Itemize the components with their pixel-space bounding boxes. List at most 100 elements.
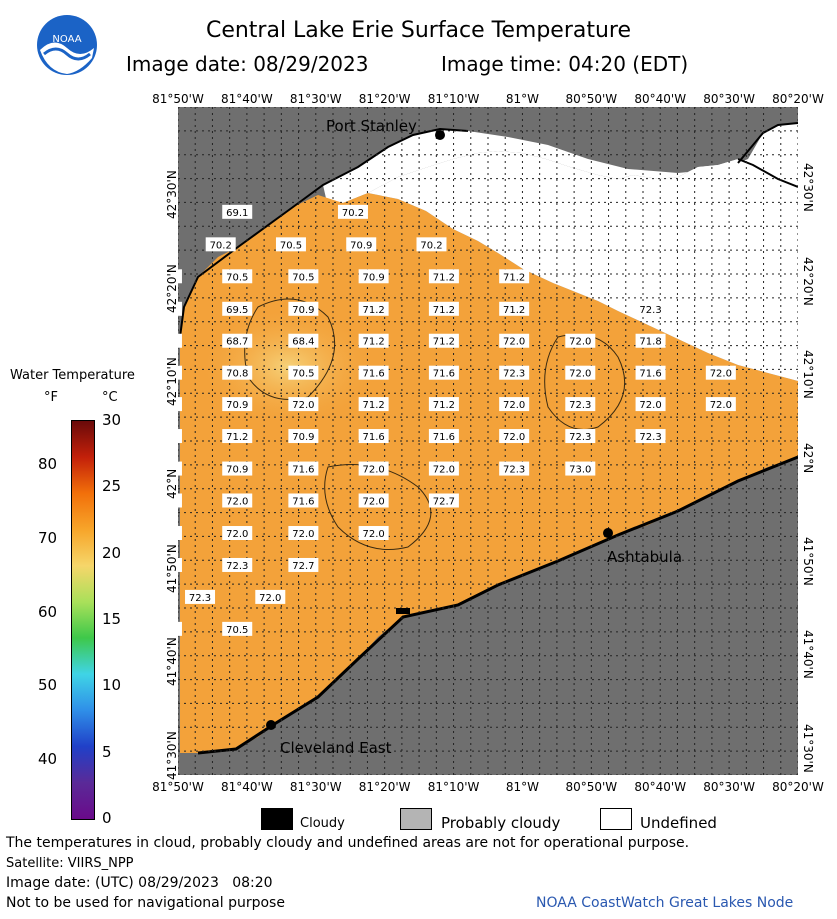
svg-text:72.0: 72.0 <box>226 497 248 508</box>
temperature-label: 72.0 <box>358 461 389 476</box>
longitude-tick: 80°40'W <box>634 92 687 106</box>
latitude-tick: 41°30'N <box>165 730 179 780</box>
temperature-label: 72.0 <box>222 526 253 541</box>
temperature-label: 72.3 <box>222 557 253 572</box>
svg-text:71.2: 71.2 <box>362 305 384 316</box>
temperature-label: 71.2 <box>178 461 182 476</box>
unit-c: °C <box>102 390 118 405</box>
utc-date-text: Image date: (UTC) 08/29/2023 08:20 <box>6 875 273 891</box>
svg-text:70.2: 70.2 <box>420 240 442 251</box>
svg-text:72.0: 72.0 <box>292 400 314 411</box>
svg-text:72.3: 72.3 <box>503 465 525 476</box>
cloudy-label: Cloudy <box>300 816 345 831</box>
temperature-label: 68.4 <box>288 333 319 348</box>
svg-text:72.0: 72.0 <box>362 465 384 476</box>
temperature-label: 71.2 <box>358 397 389 412</box>
svg-text:72.0: 72.0 <box>569 337 591 348</box>
temperature-label: 70.2 <box>416 237 447 252</box>
temperature-label: 71.6 <box>358 429 389 444</box>
temperature-label: 71.2 <box>222 429 253 444</box>
svg-text:70.9: 70.9 <box>362 272 384 283</box>
svg-text:70.9: 70.9 <box>350 240 372 251</box>
temperature-label: 70.2 <box>178 301 182 316</box>
longitude-tick: 81°30'W <box>289 780 342 794</box>
longitude-tick: 81°20'W <box>358 780 411 794</box>
temperature-label: 69.4 <box>178 365 182 380</box>
undefined-swatch <box>600 808 632 830</box>
svg-text:71.2: 71.2 <box>503 272 525 283</box>
svg-text:72.0: 72.0 <box>259 593 281 604</box>
celsius-tick: 5 <box>102 742 112 761</box>
temperature-label: 70.9 <box>358 269 389 284</box>
temperature-label: 71.6 <box>288 461 319 476</box>
longitude-tick: 81°W <box>505 92 539 106</box>
temperature-label: 72.3 <box>565 397 596 412</box>
longitude-tick: 80°50'W <box>565 780 618 794</box>
temperature-label: 72.0 <box>255 589 286 604</box>
longitude-tick: 80°40'W <box>634 780 687 794</box>
temperature-label: 70.8 <box>222 365 253 380</box>
temperature-label: 70.9 <box>222 397 253 412</box>
svg-text:71.2: 71.2 <box>503 305 525 316</box>
temperature-label: 71.6 <box>635 365 666 380</box>
temperature-label: 71.6 <box>358 365 389 380</box>
temperature-label: 72.7 <box>288 557 319 572</box>
svg-text:70.9: 70.9 <box>226 400 248 411</box>
fahrenheit-tick: 80 <box>38 455 58 474</box>
latitude-tick: 42°30'N <box>801 163 815 212</box>
temperature-label: 72.0 <box>499 397 530 412</box>
temperature-label: 72.0 <box>705 397 736 412</box>
latitude-tick: 42°20'N <box>801 256 815 306</box>
navigation-warning: Not to be used for navigational purpose <box>6 895 285 911</box>
celsius-tick: 20 <box>102 543 122 562</box>
temperature-label: 71.6 <box>178 526 182 541</box>
svg-text:71.2: 71.2 <box>433 337 455 348</box>
svg-text:72.0: 72.0 <box>226 529 248 540</box>
svg-text:72.0: 72.0 <box>503 337 525 348</box>
svg-text:71.6: 71.6 <box>362 432 384 443</box>
latitude-tick: 41°50'N <box>801 536 815 586</box>
temperature-label: 72.7 <box>428 493 459 508</box>
longitude-tick: 81°10'W <box>427 780 480 794</box>
svg-text:70.2: 70.2 <box>342 208 364 219</box>
temperature-label: 70.9 <box>222 461 253 476</box>
undefined-label: Undefined <box>640 814 717 832</box>
temperature-label: 70.9 <box>288 429 319 444</box>
temperature-label: 72.0 <box>565 365 596 380</box>
temperature-label: 70.2 <box>337 204 368 219</box>
svg-text:70.5: 70.5 <box>280 240 302 251</box>
temperature-label: 70.5 <box>288 365 319 380</box>
svg-text:72.3: 72.3 <box>503 369 525 380</box>
longitude-tick: 81°30'W <box>289 92 342 106</box>
fahrenheit-tick: 70 <box>38 528 58 547</box>
svg-text:72.0: 72.0 <box>710 369 732 380</box>
svg-text:69.5: 69.5 <box>226 305 248 316</box>
temperature-label: 71.6 <box>288 493 319 508</box>
svg-text:70.5: 70.5 <box>226 625 248 636</box>
svg-text:68.7: 68.7 <box>226 337 248 348</box>
svg-text:71.6: 71.6 <box>292 465 314 476</box>
temperature-label: 68.7 <box>222 333 253 348</box>
temperature-label: 71.2 <box>358 333 389 348</box>
lake-map: 69.1 70.2 70.2 70.5 70.9 70.2 70.2 70.5 70.5 70.9… <box>178 107 798 775</box>
image-time: Image time: 04:20 (EDT) <box>441 52 689 76</box>
temperature-label: 70.2 <box>178 397 182 412</box>
celsius-tick: 30 <box>102 411 122 429</box>
latitude-tick: 42°30'N <box>165 170 179 220</box>
temperature-label: 72.0 <box>499 429 530 444</box>
temperature-label: 70.2 <box>205 237 236 252</box>
map-title: Central Lake Erie Surface Temperature <box>205 18 632 43</box>
port-stanley-label: Port Stanley <box>326 117 417 135</box>
temperature-label: 70.5 <box>288 269 319 284</box>
temperature-label: 71.2 <box>178 429 182 444</box>
temperature-label: 71.2 <box>499 269 530 284</box>
svg-text:70.8: 70.8 <box>226 369 248 380</box>
cloudy-swatch <box>261 808 293 830</box>
temperature-label: 70.2 <box>178 333 182 348</box>
svg-text:70.5: 70.5 <box>226 272 248 283</box>
latitude-tick: 41°40'N <box>801 630 815 679</box>
svg-text:71.8: 71.8 <box>639 337 661 348</box>
undefined-area <box>323 123 798 207</box>
latitude-tick: 41°40'N <box>165 637 179 687</box>
temperature-label: 72.0 <box>705 365 736 380</box>
